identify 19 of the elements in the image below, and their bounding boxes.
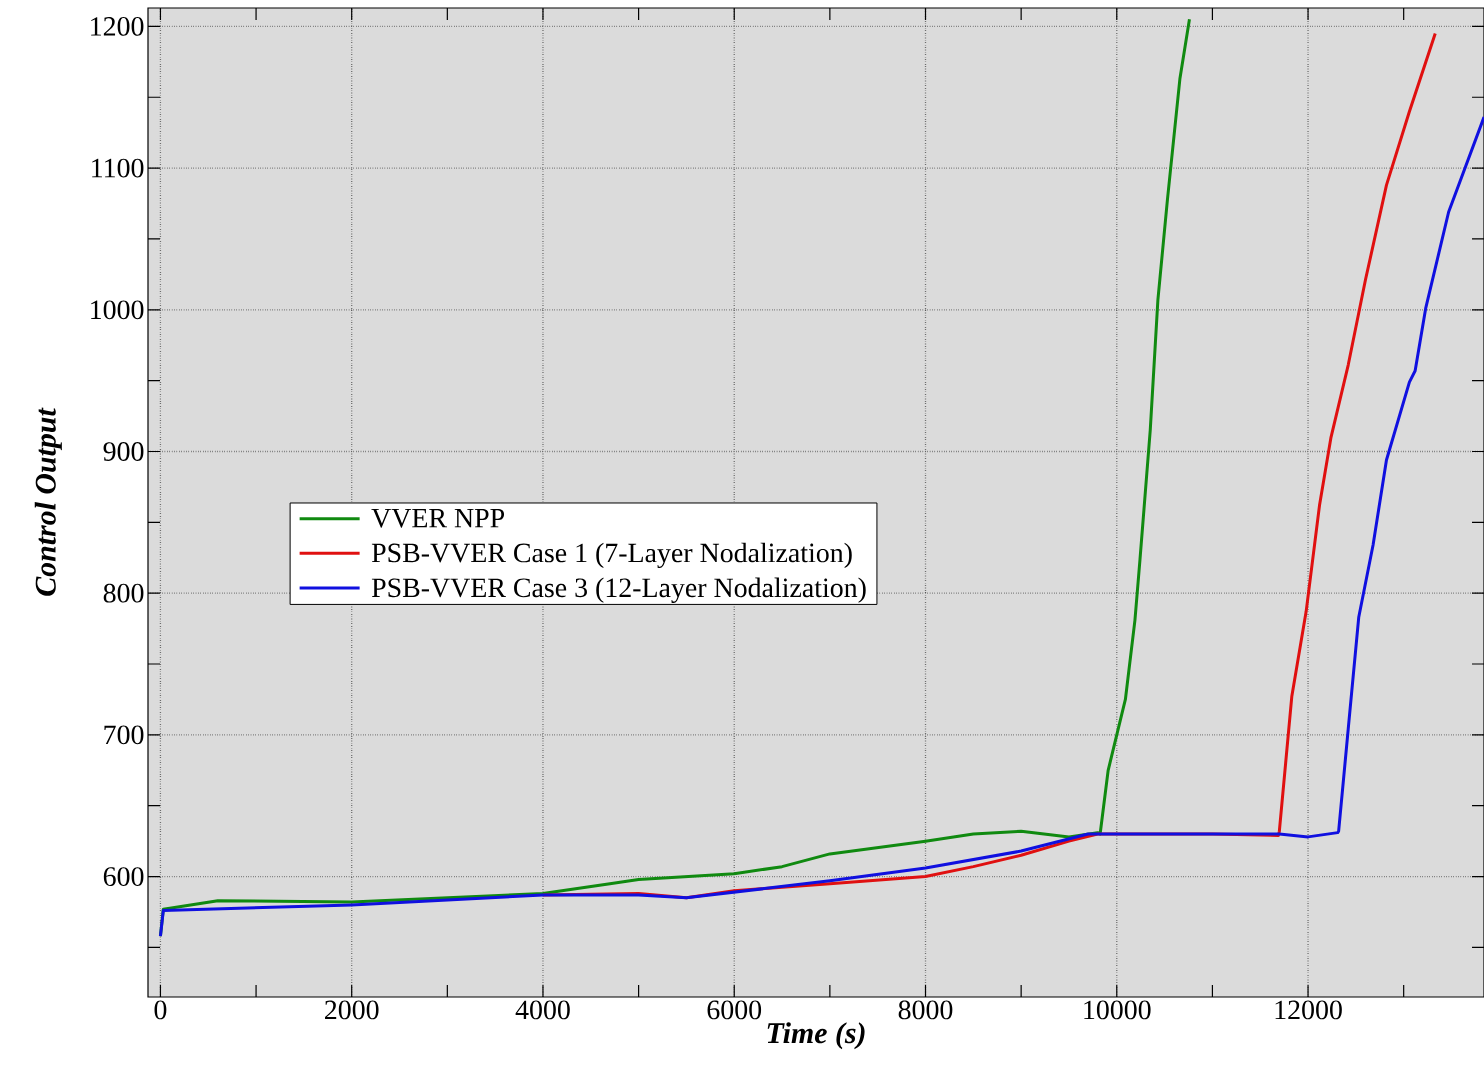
legend-label: PSB-VVER Case 1 (7-Layer Nodalization): [371, 542, 852, 569]
y-tick-label: 800: [103, 583, 144, 603]
y-tick-label: 900: [103, 442, 144, 461]
x-axis-title: Time (s): [767, 1022, 865, 1050]
x-tick-label: 2000: [325, 1000, 379, 1020]
x-tick-label: 6000: [707, 1000, 762, 1020]
y-tick-label: 1100: [92, 158, 144, 178]
y-tick-label: 700: [104, 725, 144, 745]
y-axis-title: Control Output: [34, 407, 62, 596]
y-tick-label: 600: [103, 867, 144, 886]
x-tick-label: 12000: [1275, 1000, 1342, 1020]
x-tick-label: 4000: [515, 1000, 570, 1020]
x-tick-label: 0: [154, 1000, 167, 1020]
y-tick-label: 1000: [91, 300, 144, 320]
legend-label: VVER NPP: [371, 508, 505, 528]
y-tick-label: 1200: [91, 17, 144, 36]
x-tick-label: 8000: [898, 1000, 953, 1020]
legend-label: PSB-VVER Case 3 (12-Layer Nodalization): [371, 577, 866, 603]
x-tick-label: 10000: [1084, 1000, 1151, 1020]
